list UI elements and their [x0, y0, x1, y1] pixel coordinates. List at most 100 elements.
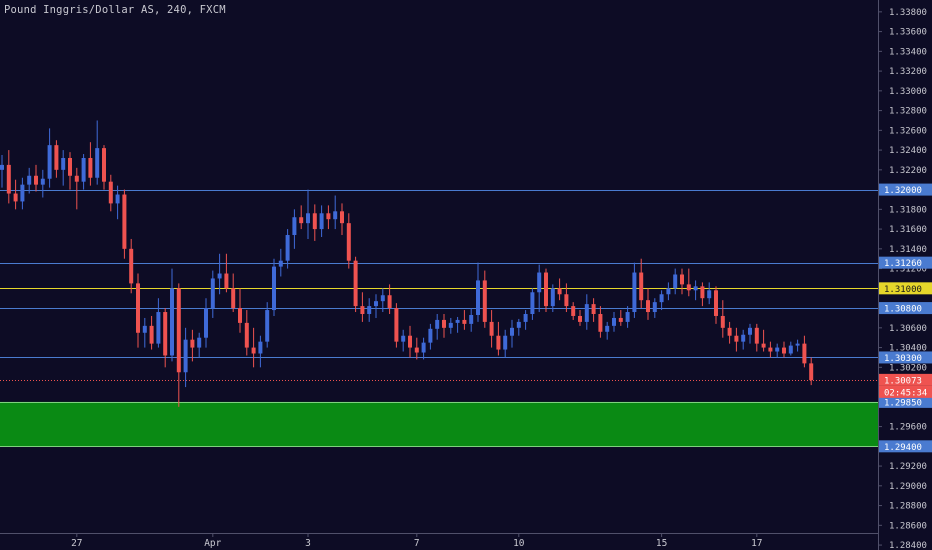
candle — [448, 317, 453, 334]
candle-body — [306, 213, 310, 224]
current-price-label: 1.30073 — [879, 373, 932, 386]
candle — [510, 319, 514, 348]
price-tick-label: 1.30600 — [889, 324, 927, 334]
level-price-label: 1.30800 — [879, 302, 932, 315]
candle-body — [414, 347, 419, 353]
candle-body — [183, 339, 188, 373]
level-price-label-text: 1.30300 — [884, 354, 922, 364]
candle — [646, 288, 650, 320]
price-tick-label: 1.33800 — [889, 8, 927, 18]
candle-body — [598, 314, 603, 332]
candle — [455, 316, 460, 333]
price-tick-label: 1.33600 — [889, 28, 927, 38]
price-tick-label: 1.31400 — [889, 245, 927, 255]
candle — [346, 213, 351, 269]
candle-body — [646, 300, 650, 313]
price-axis[interactable]: 1.33800 1.33600 1.33400 1.33200 1.33000 1.328… — [878, 8, 927, 550]
candle-body — [578, 315, 582, 322]
candle — [6, 150, 11, 204]
candle — [401, 329, 406, 352]
candle — [149, 315, 154, 350]
price-tick-label: 1.32800 — [889, 107, 927, 117]
candle-body — [503, 335, 508, 350]
price-tick-label: 1.31600 — [889, 225, 927, 235]
level-price-label: 1.30300 — [879, 351, 932, 364]
candle — [686, 268, 691, 297]
date-tick-label: 17 — [751, 538, 762, 549]
candle-body — [802, 343, 807, 364]
candle — [285, 229, 290, 269]
candle-body — [612, 317, 616, 326]
candle-body — [238, 308, 242, 323]
candle — [421, 337, 426, 360]
candle — [809, 357, 814, 386]
candle-body — [129, 248, 134, 284]
candle — [278, 248, 283, 277]
candle-body — [652, 302, 657, 313]
level-price-label-text: 1.31260 — [884, 259, 922, 269]
candle — [496, 321, 501, 356]
date-tick-label: Apr — [204, 538, 221, 549]
candle-body — [782, 347, 786, 354]
candle-body — [40, 178, 45, 185]
candle — [224, 253, 229, 293]
candle — [802, 335, 807, 368]
candle-body — [544, 272, 548, 307]
candle — [380, 288, 385, 313]
date-tick-label: 27 — [71, 538, 82, 549]
candle-body — [442, 319, 446, 328]
candle — [47, 128, 52, 188]
time-axis[interactable]: 27 Apr 3 7 10 15 17 — [71, 533, 763, 549]
candle — [652, 298, 657, 318]
candle — [720, 300, 725, 338]
candle — [88, 142, 93, 186]
bar-countdown-label: 02:45:34 — [879, 385, 932, 398]
candle — [707, 282, 712, 305]
price-tick-label: 1.28400 — [889, 541, 927, 550]
candle — [442, 314, 446, 338]
candle — [34, 164, 38, 192]
candle-body — [435, 319, 440, 329]
candle — [272, 258, 276, 316]
candle-body — [741, 334, 746, 342]
candle — [659, 290, 664, 311]
candle-body — [54, 145, 59, 170]
candle — [414, 337, 419, 360]
candle — [20, 177, 25, 210]
candle — [666, 282, 671, 301]
level-price-label-text: 1.32000 — [884, 186, 922, 196]
candle — [156, 298, 161, 348]
date-tick-label: 3 — [305, 538, 311, 549]
candle-body — [68, 157, 72, 176]
candle — [523, 310, 528, 330]
candle — [530, 288, 535, 320]
candle-body — [809, 363, 814, 381]
price-tick-label: 1.30200 — [889, 363, 927, 373]
candle-body — [496, 335, 501, 350]
candle-body — [149, 325, 154, 344]
candle — [557, 278, 562, 301]
candle — [74, 167, 79, 210]
current-price-label-bg — [879, 373, 932, 386]
bar-countdown-label-text: 02:45:34 — [884, 388, 927, 398]
candle-body — [156, 312, 161, 344]
candle-body — [557, 288, 562, 295]
candle-body — [564, 294, 569, 307]
candle-body — [727, 327, 732, 336]
candle-body — [176, 288, 181, 373]
date-tick-label: 7 — [414, 538, 420, 549]
candle — [190, 329, 195, 362]
candle-body — [115, 194, 120, 204]
candle — [700, 282, 705, 307]
candle — [503, 329, 508, 358]
candle-body — [550, 288, 555, 307]
candle — [142, 317, 147, 348]
candle-body — [285, 235, 290, 261]
candle-body — [530, 292, 535, 315]
candle — [680, 268, 684, 295]
candle — [537, 264, 542, 313]
candle-body — [700, 286, 705, 299]
candle — [469, 308, 474, 332]
